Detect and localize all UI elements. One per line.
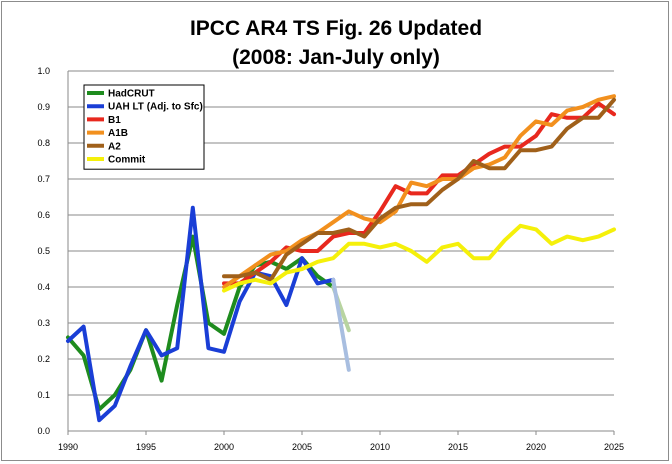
series-extension-2008 xyxy=(331,277,351,372)
series-line-a2 xyxy=(222,97,616,282)
y-tick-label: 0.8 xyxy=(37,138,50,148)
axes xyxy=(67,71,615,435)
y-tick-label: 0.2 xyxy=(37,354,50,364)
y-tick-label: 0.3 xyxy=(37,318,50,328)
y-tick-label: 0.0 xyxy=(37,426,50,436)
y-tick-label: 0.6 xyxy=(37,210,50,220)
series-line-a1b xyxy=(222,94,616,289)
series-line-commit xyxy=(222,223,616,293)
legend-label: A1B xyxy=(108,128,128,139)
x-tick-label: 2000 xyxy=(214,442,234,452)
y-tick-label: 0.7 xyxy=(37,174,50,184)
x-tick-label: 2005 xyxy=(292,442,312,452)
y-tick-label: 0.5 xyxy=(37,246,50,256)
legend-label: A2 xyxy=(108,141,121,152)
y-tick-label: 1.0 xyxy=(37,66,50,76)
legend: HadCRUT UAH LT (Adj. to Sfc) B1 A1B A2 Commit xyxy=(83,84,205,170)
chart-title-line2: (2008: Jan-July only) xyxy=(232,46,440,69)
x-tick-label: 2010 xyxy=(370,442,390,452)
legend-label: UAH LT (Adj. to Sfc) xyxy=(108,102,203,113)
x-tick-label: 2020 xyxy=(526,442,546,452)
x-tick-labels: 1990 1995 2000 2005 2010 2015 2020 2025 xyxy=(58,442,624,452)
y-tick-label: 0.4 xyxy=(37,282,50,292)
legend-label: B1 xyxy=(108,115,121,126)
series-line-uah-lt-adj-to-sfc xyxy=(66,205,336,423)
x-tick-label: 2025 xyxy=(604,442,624,452)
chart-title-line1: IPCC AR4 TS Fig. 26 Updated xyxy=(189,17,483,40)
x-tick-label: 1995 xyxy=(136,442,156,452)
y-tick-label: 0.1 xyxy=(37,390,50,400)
y-tick-label: 0.9 xyxy=(37,102,50,112)
x-tick-label: 2015 xyxy=(448,442,468,452)
series-lines xyxy=(66,94,616,423)
legend-label: HadCRUT xyxy=(108,89,155,100)
legend-box xyxy=(83,84,205,170)
y-tick-labels: 0.0 0.1 0.2 0.3 0.4 0.5 0.6 0.7 0.8 0.9 1.0 xyxy=(37,66,50,436)
x-tick-label: 1990 xyxy=(58,442,78,452)
legend-label: Commit xyxy=(108,155,146,166)
